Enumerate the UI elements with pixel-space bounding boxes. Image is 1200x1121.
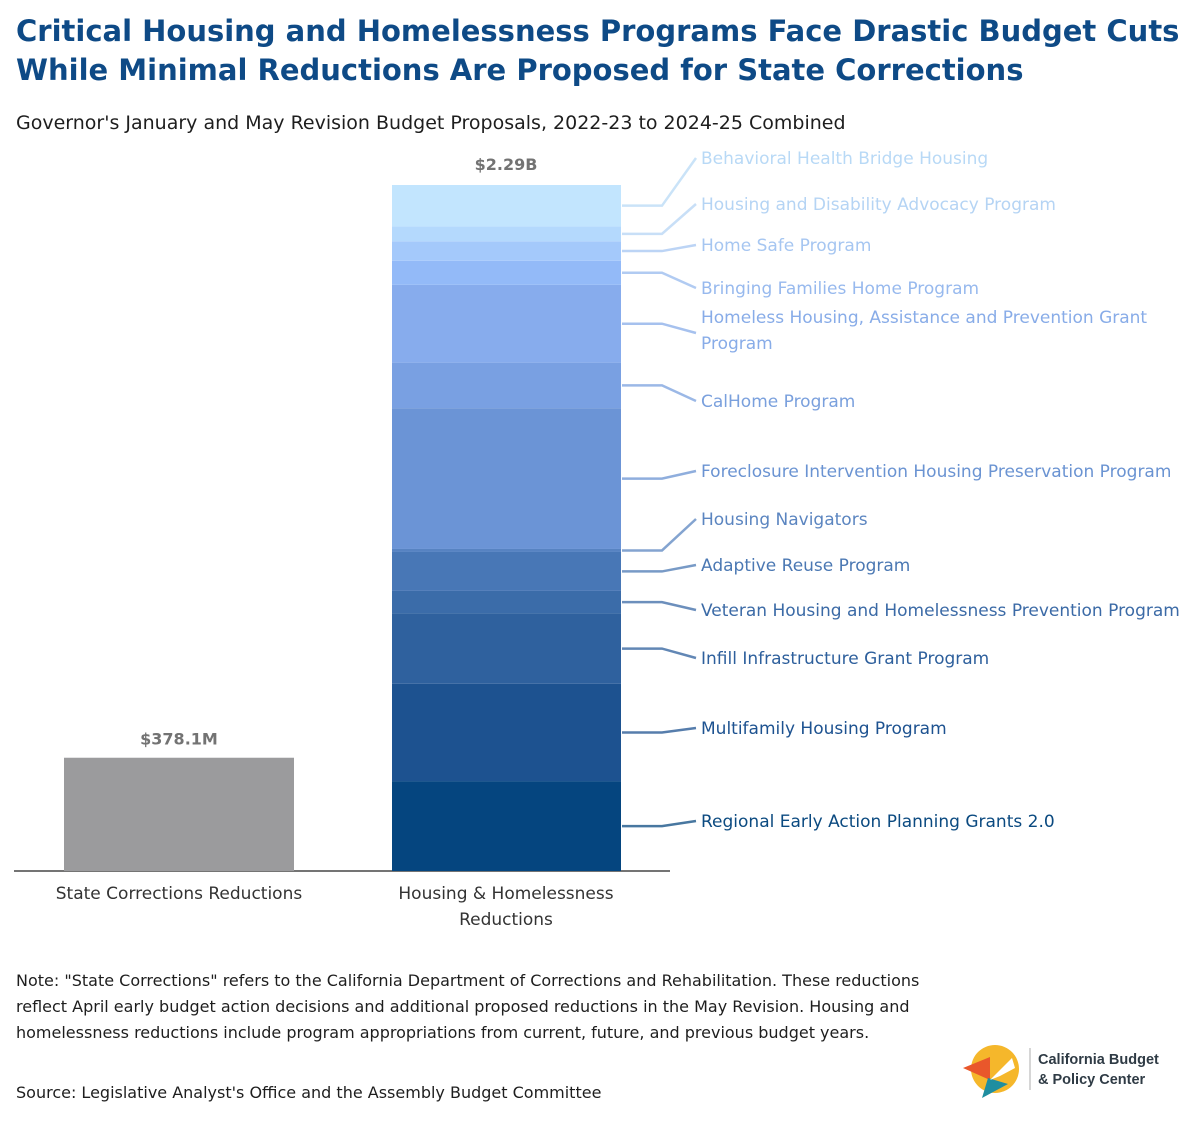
segment-housing-navigators xyxy=(392,548,621,552)
segment-calhome-program xyxy=(392,362,621,409)
segment-label-housing-navigators: Housing Navigators xyxy=(701,510,868,530)
segment-label-calhome-program: CalHome Program xyxy=(701,392,855,412)
logo-mark-icon xyxy=(963,1045,1019,1098)
chart-title: Critical Housing and Homelessness Progra… xyxy=(16,14,1180,87)
total-label-housing: $2.29B xyxy=(475,155,538,174)
leader-line-calhome-program xyxy=(622,384,697,403)
segment-label-regional-early-action-planning-grants-2-0: Regional Early Action Planning Grants 2.… xyxy=(701,812,1055,832)
segment-multifamily-housing-program xyxy=(392,683,621,782)
segment-home-safe-program xyxy=(392,241,621,261)
california-budget-logo xyxy=(963,1045,1031,1098)
category-label-housing: Housing & Homelessness Reductions xyxy=(398,884,613,930)
logo-line-2: & Policy Center xyxy=(1038,1072,1146,1088)
segment-veteran-housing-and-homelessness-prevention-program xyxy=(392,590,621,614)
segment-label-bringing-families-home-program: Bringing Families Home Program xyxy=(701,279,979,299)
note-text: Note: "State Corrections" refers to the … xyxy=(16,971,920,1042)
leader-line-multifamily-housing-program xyxy=(622,726,697,734)
segment-label-adaptive-reuse-program: Adaptive Reuse Program xyxy=(701,556,910,576)
segment-label-homeless-housing-assistance-and-prevention-grant-program: Homeless Housing, Assistance and Prevent… xyxy=(701,308,1147,354)
leader-line-adaptive-reuse-program xyxy=(622,563,697,573)
housing-stack xyxy=(392,185,621,871)
stacked-bar-chart: $378.1M $2.29B Regional Early Action Pla… xyxy=(14,149,1180,930)
leader-line-bringing-families-home-program xyxy=(622,271,697,290)
segment-behavioral-health-bridge-housing xyxy=(392,185,621,227)
category-label-state-corrections: State Corrections Reductions xyxy=(56,884,303,904)
leader-line-housing-navigators xyxy=(622,518,697,552)
source-text: Source: Legislative Analyst's Office and… xyxy=(16,1083,602,1102)
segment-homeless-housing-assistance-and-prevention-grant-program xyxy=(392,284,621,363)
segment-housing-and-disability-advocacy-program xyxy=(392,226,621,242)
logo-line-1: California Budget xyxy=(1038,1052,1159,1068)
leader-line-veteran-housing-and-homelessness-prevention-program xyxy=(622,600,697,612)
segment-label-housing-and-disability-advocacy-program: Housing and Disability Advocacy Program xyxy=(701,195,1056,215)
segment-label-multifamily-housing-program: Multifamily Housing Program xyxy=(701,719,947,739)
leader-line-regional-early-action-planning-grants-2-0 xyxy=(622,819,697,828)
leader-line-foreclosure-intervention-housing-preservation-program xyxy=(622,469,697,480)
segment-foreclosure-intervention-housing-preservation-program xyxy=(392,408,621,549)
segment-regional-early-action-planning-grants-2-0 xyxy=(392,781,621,871)
segment-bringing-families-home-program xyxy=(392,260,621,285)
leader-line-behavioral-health-bridge-housing xyxy=(622,157,698,207)
segment-label-infill-infrastructure-grant-program: Infill Infrastructure Grant Program xyxy=(701,649,989,669)
leader-line-homeless-housing-assistance-and-prevention-grant-program xyxy=(622,322,697,335)
segment-adaptive-reuse-program xyxy=(392,551,621,591)
leader-line-housing-and-disability-advocacy-program xyxy=(622,203,697,236)
segment-labels: Regional Early Action Planning Grants 2.… xyxy=(622,149,1180,832)
total-label-state-corrections: $378.1M xyxy=(140,730,218,749)
segment-label-behavioral-health-bridge-housing: Behavioral Health Bridge Housing xyxy=(701,149,988,169)
logo-wordmark: California Budget & Policy Center xyxy=(1038,1050,1159,1090)
segment-label-home-safe-program: Home Safe Program xyxy=(701,236,871,256)
leader-line-home-safe-program xyxy=(622,243,697,253)
segment-infill-infrastructure-grant-program xyxy=(392,613,621,684)
segment-label-veteran-housing-and-homelessness-prevention-program: Veteran Housing and Homelessness Prevent… xyxy=(701,601,1180,621)
leader-line-infill-infrastructure-grant-program xyxy=(622,647,697,660)
bar-state-corrections xyxy=(64,757,294,871)
chart-subtitle: Governor's January and May Revision Budg… xyxy=(16,112,846,134)
segment-label-foreclosure-intervention-housing-preservation-program: Foreclosure Intervention Housing Preserv… xyxy=(701,462,1171,482)
